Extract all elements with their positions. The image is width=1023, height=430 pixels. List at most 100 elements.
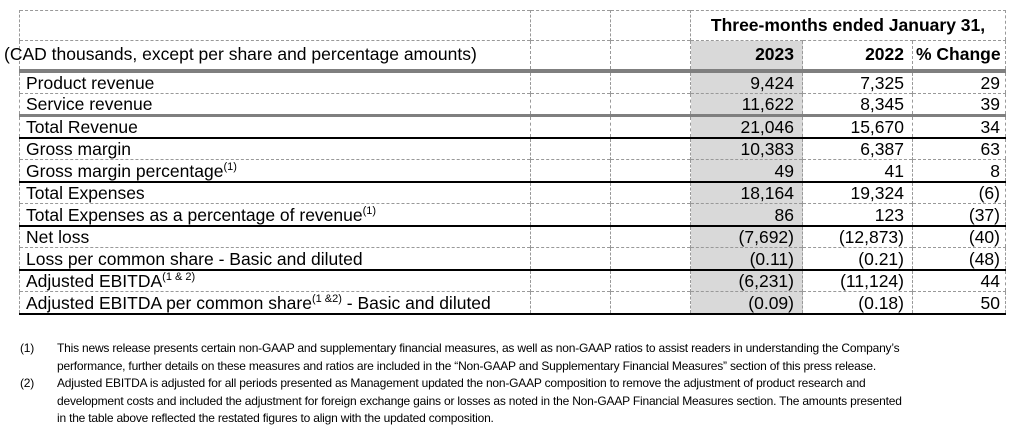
row-label: Gross margin percentage xyxy=(26,160,224,181)
spacer-cell xyxy=(530,159,611,182)
pct-change-cell: 63 xyxy=(912,136,1006,160)
spacer-cell xyxy=(610,224,691,248)
col-header-2023: 2023 xyxy=(690,40,803,73)
row-label: Loss per common share - Basic and dilute… xyxy=(26,248,363,269)
spacer-cell xyxy=(530,70,611,94)
empty-cell xyxy=(530,10,611,41)
value-2022-cell: (11,124) xyxy=(802,268,913,292)
table-row: Loss per common share - Basic and dilute… xyxy=(19,247,1006,270)
spacer-cell xyxy=(610,70,691,94)
pct-change-cell: 34 xyxy=(912,113,1006,138)
value-2023-cell: 10,383 xyxy=(690,136,803,160)
row-label: Adjusted EBITDA xyxy=(26,271,163,292)
value-2022-cell: (12,873) xyxy=(802,224,913,248)
column-header-row: (CAD thousands, except per share and per… xyxy=(4,40,1006,73)
pct-change-cell: (40) xyxy=(912,224,1006,248)
value-2022-cell: 6,387 xyxy=(802,136,913,160)
period-header-row: Three-months ended January 31, xyxy=(19,10,1006,41)
spacer-cell xyxy=(610,268,691,292)
spacer-cell xyxy=(530,224,611,248)
row-label: Service revenue xyxy=(26,93,153,114)
table-row: Gross margin 10,383 6,387 63 xyxy=(19,136,1006,160)
financial-results-table: Three-months ended January 31, (CAD thou… xyxy=(4,10,1006,315)
footnote-reference: (1 &2) xyxy=(311,292,342,305)
spacer-cell xyxy=(530,136,611,160)
value-2023-cell: (6,231) xyxy=(690,268,803,292)
footnote-text: This news release presents certain non-G… xyxy=(57,341,900,373)
row-label: Product revenue xyxy=(26,72,155,93)
row-label-suffix: - Basic and diluted xyxy=(341,292,491,313)
spacer-cell xyxy=(530,268,611,292)
value-2022-cell: 19,324 xyxy=(802,180,913,204)
spacer-cell xyxy=(530,203,611,226)
row-label-cell: Total Revenue xyxy=(19,113,531,138)
value-2023-cell: 18,164 xyxy=(690,180,803,204)
spacer-cell xyxy=(610,92,691,116)
spacer-cell xyxy=(610,180,691,204)
value-2023-cell: 11,622 xyxy=(690,92,803,116)
table-row: Service revenue 11,622 8,345 39 xyxy=(19,92,1006,116)
row-label-cell: Adjusted EBITDA(1 & 2) xyxy=(19,268,531,292)
footnote: (2) Adjusted EBITDA is adjusted for all … xyxy=(20,375,1000,428)
pct-change-cell: 44 xyxy=(912,268,1006,292)
table-row: Product revenue 9,424 7,325 29 xyxy=(19,70,1006,94)
units-note-text: (CAD thousands, except per share and per… xyxy=(4,44,477,65)
row-label: Net loss xyxy=(26,227,90,248)
row-label-cell: Service revenue xyxy=(19,92,531,116)
empty-cell xyxy=(610,10,691,41)
footnote-reference: (1 & 2) xyxy=(162,271,196,284)
value-2023-cell: 21,046 xyxy=(690,113,803,138)
table-row: Total Revenue 21,046 15,670 34 xyxy=(19,113,1006,138)
value-2022-cell: 123 xyxy=(802,203,913,226)
pct-change-cell: (48) xyxy=(912,247,1006,270)
spacer-cell xyxy=(530,247,611,270)
row-label: Total Revenue xyxy=(26,116,138,137)
col-header-change: % Change xyxy=(912,40,1006,73)
value-2023-cell: 49 xyxy=(690,159,803,182)
footnote-reference: (1) xyxy=(223,160,237,173)
period-header-cell: Three-months ended January 31, xyxy=(690,10,1006,41)
empty-cell xyxy=(19,10,531,41)
pct-change-cell: 39 xyxy=(912,92,1006,116)
spacer-cell xyxy=(610,247,691,270)
footnote-text: Adjusted EBITDA is adjusted for all peri… xyxy=(57,376,902,425)
value-2023-cell: 86 xyxy=(690,203,803,226)
value-2022-cell: (0.21) xyxy=(802,247,913,270)
footnotes-section: (1) This news release presents certain n… xyxy=(20,340,1000,428)
spacer-cell xyxy=(610,291,691,314)
row-label: Adjusted EBITDA per common share xyxy=(26,292,312,313)
spacer-cell xyxy=(530,291,611,314)
row-label-cell: Total Expenses xyxy=(19,180,531,204)
spacer-cell xyxy=(530,92,611,116)
row-label-cell: Product revenue xyxy=(19,70,531,94)
empty-cell xyxy=(610,40,691,73)
units-note-cell: (CAD thousands, except per share and per… xyxy=(4,40,531,73)
spacer-cell xyxy=(530,113,611,138)
pct-change-cell: 29 xyxy=(912,70,1006,94)
table-row: Total Expenses 18,164 19,324 (6) xyxy=(19,180,1006,204)
spacer-cell xyxy=(610,159,691,182)
footnote-reference: (1) xyxy=(362,204,377,217)
pct-change-cell: 50 xyxy=(912,291,1006,314)
value-2022-cell: 7,325 xyxy=(802,70,913,94)
row-label: Total Expenses as a percentage of revenu… xyxy=(26,204,363,225)
footnote-marker: (1) xyxy=(20,341,35,355)
table-row: Gross margin percentage(1) 49 41 8 xyxy=(19,159,1006,182)
pct-change-cell: 8 xyxy=(912,159,1006,182)
value-2023-cell: (0.09) xyxy=(690,291,803,314)
row-label-cell: Gross margin xyxy=(19,136,531,160)
spacer-cell xyxy=(610,113,691,138)
value-2022-cell: (0.18) xyxy=(802,291,913,314)
row-label: Total Expenses xyxy=(26,183,145,204)
pct-change-cell: (6) xyxy=(912,180,1006,204)
empty-cell xyxy=(530,40,611,73)
table-row: Net loss (7,692) (12,873) (40) xyxy=(19,224,1006,248)
table-row: Adjusted EBITDA per common share(1 &2) -… xyxy=(19,291,1006,314)
table-row: Adjusted EBITDA(1 & 2) (6,231) (11,124) 44 xyxy=(19,268,1006,292)
value-2022-cell: 15,670 xyxy=(802,113,913,138)
value-2022-cell: 41 xyxy=(802,159,913,182)
row-label-cell: Total Expenses as a percentage of revenu… xyxy=(19,203,531,226)
row-label: Gross margin xyxy=(26,139,132,160)
spacer-cell xyxy=(610,136,691,160)
